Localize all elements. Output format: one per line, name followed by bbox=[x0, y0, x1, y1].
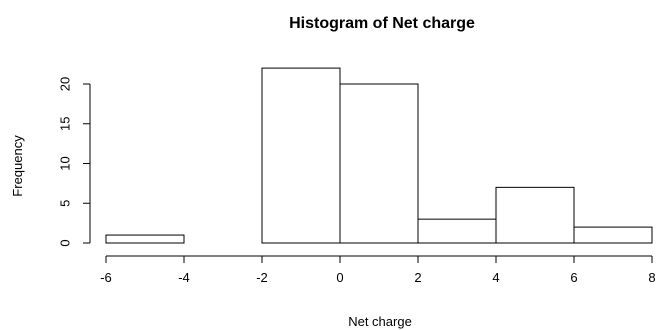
x-tick-label: -6 bbox=[100, 270, 112, 285]
histogram-bar bbox=[573, 226, 653, 244]
y-axis: 0 5 10 15 20 bbox=[58, 77, 91, 247]
histogram-bar bbox=[495, 186, 575, 244]
histogram-bar bbox=[105, 234, 185, 244]
x-tick-label: 0 bbox=[336, 270, 343, 285]
histogram-bar bbox=[339, 83, 419, 244]
x-tick-label: 8 bbox=[648, 270, 655, 285]
y-tick-label: 5 bbox=[58, 200, 73, 207]
x-tick-label: 4 bbox=[492, 270, 499, 285]
x-tick-label: 6 bbox=[570, 270, 577, 285]
histogram-bar bbox=[261, 67, 341, 244]
y-tick-label: 0 bbox=[58, 239, 73, 246]
x-tick-label: -2 bbox=[256, 270, 268, 285]
x-tick-label: -4 bbox=[178, 270, 190, 285]
bars-group bbox=[105, 67, 653, 244]
y-tick-label: 20 bbox=[58, 77, 73, 91]
x-tick-label: 2 bbox=[414, 270, 421, 285]
x-axis-label: Net charge bbox=[348, 314, 412, 329]
y-tick-label: 10 bbox=[58, 156, 73, 170]
histogram-bar bbox=[417, 218, 497, 244]
y-tick-label: 15 bbox=[58, 117, 73, 131]
chart-title: Histogram of Net charge bbox=[289, 15, 475, 32]
x-axis: -6 -4 -2 0 2 4 6 8 bbox=[100, 255, 656, 285]
y-axis-label: Frequency bbox=[10, 135, 25, 197]
